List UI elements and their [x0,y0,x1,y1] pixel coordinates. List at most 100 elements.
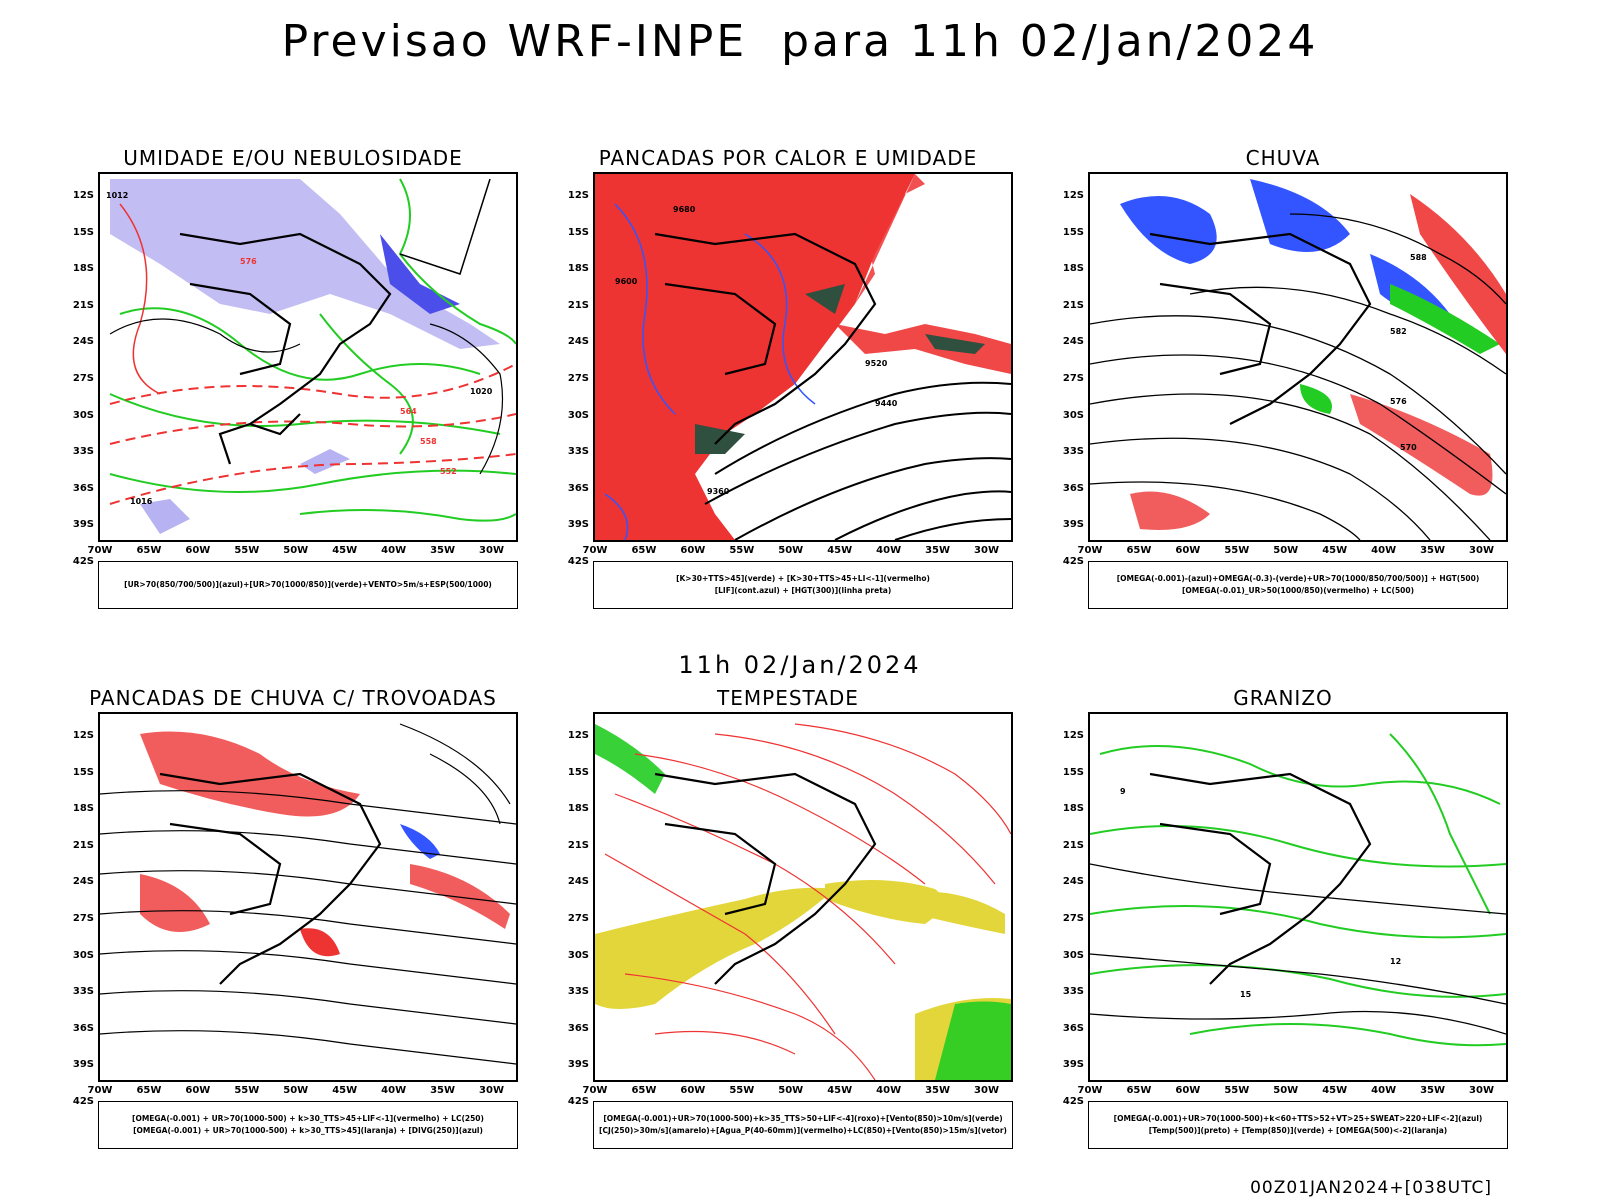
contour-label: 9360 [707,487,730,496]
contour-label: 552 [440,467,457,476]
lon-tick-label: 70W [1077,1085,1103,1096]
lat-tick-label: 12S [567,190,589,201]
lon-tick-label: 35W [430,545,456,556]
lat-tick-label: 12S [1062,190,1084,201]
lon-tick-label: 70W [582,545,608,556]
lon-tick-label: 30W [974,1085,999,1096]
legend-line: [CJ(250)>30m/s](amarelo)+[Agua_P(40-60mm… [599,1126,1007,1135]
map-tempestade [593,712,1013,1082]
lat-tick-label: 15S [1062,766,1084,778]
lon-tick-label: 35W [925,545,951,556]
lon-tick-label: 70W [582,1085,608,1096]
lat-tick-label: 18S [1062,263,1084,275]
lon-tick-label: 50W [283,545,309,556]
contour-label: 12 [1390,957,1401,966]
lon-tick-label: 40W [1371,1085,1397,1096]
lon-tick-label: 65W [631,545,657,556]
lon-tick-label: 55W [729,545,755,556]
lon-tick-label: 30W [479,545,504,556]
panel-tempestade: TEMPESTADE [OMEGA(-0.001)+UR>70(1000-500… [553,686,1023,1166]
lon-tick-label: 40W [381,545,407,556]
legend-box: [UR>70(850/700/500)](azul)+[UR>70(1000/8… [98,561,518,609]
lat-tick-label: 18S [567,263,589,275]
legend-line: [OMEGA(-0.001) + UR>70(1000-500) + k>30_… [132,1114,484,1123]
contour-label: 9600 [615,277,638,286]
lat-tick-label: 36S [567,482,589,494]
map-pancadas-trovoadas [98,712,518,1082]
lat-tick-label: 21S [72,839,94,851]
lat-tick-label: 21S [72,299,94,311]
lat-tick-label: 12S [72,190,94,201]
panel-title: CHUVA [1245,146,1321,170]
legend-line: [LIF](cont.azul) + [HGT(300)](linha pret… [714,586,892,595]
lon-tick-label: 45W [1322,1085,1348,1096]
contour-label: 1012 [106,191,128,200]
lat-tick-label: 27S [567,373,589,384]
lon-tick-label: 30W [1469,1085,1494,1096]
lat-tick-label: 27S [1062,913,1084,924]
map-chuva: 588 582 576 570 [1088,172,1508,542]
lon-tick-label: 55W [234,1085,260,1096]
contour-label: 15 [1240,990,1252,999]
lat-tick-label: 24S [1062,336,1084,348]
lat-tick-label: 18S [72,263,94,275]
lat-tick-label: 30S [72,409,94,421]
lon-tick-label: 40W [381,1085,407,1096]
lat-tick-label: 21S [567,299,589,311]
lat-tick-label: 39S [72,1059,94,1071]
lat-tick-label: 12S [1062,730,1084,741]
map-graphic: 588 582 576 570 [1090,179,1506,540]
contour-label: 576 [240,257,257,266]
lat-tick-label: 30S [1062,409,1084,421]
lon-tick-label: 35W [1420,545,1446,556]
lon-tick-label: 45W [332,545,358,556]
lon-tick-label: 35W [925,1085,951,1096]
lat-tick-label: 21S [1062,839,1084,851]
legend-line: [OMEGA(-0.001) + UR>70(1000-500) + k>30_… [133,1126,483,1135]
lon-tick-label: 65W [1126,545,1152,556]
lon-tick-label: 40W [1371,545,1397,556]
lat-tick-label: 33S [1062,986,1084,998]
lon-tick-label: 55W [1224,1085,1250,1096]
contour-label: 1020 [470,387,493,396]
lat-tick-label: 33S [72,446,94,458]
legend-line: [OMEGA(-0.001)+UR>70(1000-500)+k<60+TTS>… [1113,1114,1483,1123]
legend-box: [OMEGA(-0.001)+UR>70(1000-500)+k<60+TTS>… [1088,1101,1508,1149]
lon-tick-label: 45W [827,1085,853,1096]
lon-tick-label: 50W [1273,1085,1299,1096]
lon-tick-label: 70W [87,545,113,556]
contour-label: 582 [1390,327,1407,336]
lon-tick-label: 45W [827,545,853,556]
lon-tick-label: 30W [974,545,999,556]
lat-tick-label: 42S [72,1096,94,1107]
legend-line: [Temp(500)](preto) + [Temp(850)](verde) … [1148,1126,1448,1135]
legend-box: [K>30+TTS>45](verde) + [K>30+TTS>45+LI<-… [593,561,1013,609]
lat-tick-label: 42S [1062,1096,1084,1107]
lon-tick-label: 65W [1126,1085,1152,1096]
lat-tick-label: 39S [1062,1059,1084,1071]
lon-tick-label: 50W [778,1085,804,1096]
lon-tick-label: 40W [876,1085,902,1096]
panel-title: UMIDADE E/OU NEBULOSIDADE [123,146,463,170]
lon-tick-label: 30W [1469,545,1494,556]
lat-tick-label: 12S [567,730,589,741]
lat-tick-label: 36S [72,482,94,494]
legend-line: [K>30+TTS>45](verde) + [K>30+TTS>45+LI<-… [676,574,930,583]
lat-tick-label: 33S [567,986,589,998]
lat-tick-label: 42S [567,556,589,567]
main-title: Previsao WRF-INPE para 11h 02/Jan/2024 [281,16,1319,67]
map-graphic: 9680 9600 9520 9440 9360 [595,174,1011,540]
lat-tick-label: 33S [72,986,94,998]
legend-line: [OMEGA(-0.001)-(azul)+OMEGA(-0.3)-(verde… [1116,574,1480,583]
lon-tick-label: 50W [1273,545,1299,556]
lat-tick-label: 42S [567,1096,589,1107]
lon-tick-label: 70W [87,1085,113,1096]
lat-tick-label: 24S [1062,876,1084,888]
map-granizo: 15 12 9 [1088,712,1508,1082]
lat-tick-label: 36S [1062,1022,1084,1034]
panel-title: PANCADAS DE CHUVA C/ TROVOADAS [89,686,497,710]
contour-label: 9440 [875,399,898,408]
panel-pancadas-trovoadas: PANCADAS DE CHUVA C/ TROVOADAS [OMEGA(-0… [58,686,528,1166]
lon-tick-label: 45W [332,1085,358,1096]
lat-tick-label: 36S [72,1022,94,1034]
